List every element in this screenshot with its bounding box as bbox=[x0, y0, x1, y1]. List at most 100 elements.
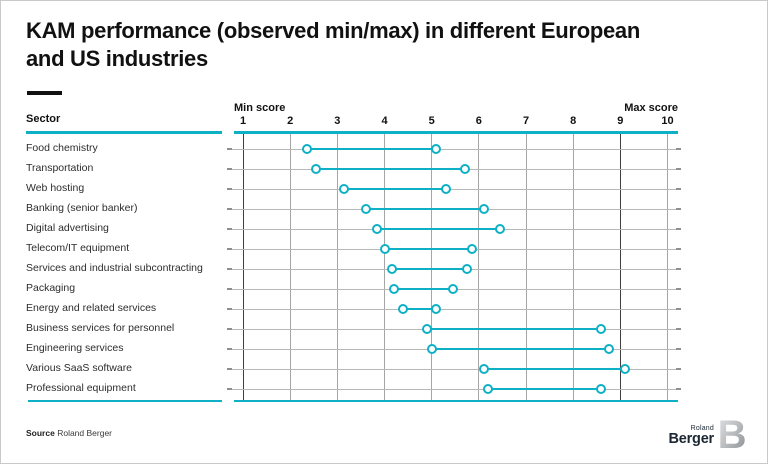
gridline-4 bbox=[384, 133, 385, 400]
min-score-marker bbox=[372, 224, 383, 234]
source-value: Roland Berger bbox=[57, 428, 113, 438]
min-score-marker bbox=[483, 384, 494, 394]
range-line bbox=[344, 187, 446, 191]
sector-label: Web hosting bbox=[26, 182, 85, 194]
x-tick-label-1: 1 bbox=[239, 115, 247, 127]
roland-berger-logo: Roland Berger B bbox=[668, 415, 745, 453]
page-title-line1: KAM performance (observed min/max) in di… bbox=[26, 18, 640, 43]
sector-label: Digital advertising bbox=[26, 222, 109, 234]
row-guide-right-tick bbox=[676, 188, 681, 190]
min-score-marker bbox=[398, 304, 409, 314]
max-score-marker bbox=[440, 184, 451, 194]
sector-label: Services and industrial subcontracting bbox=[26, 262, 203, 274]
gridline-6 bbox=[478, 133, 480, 400]
sector-label: Telecom/IT equipment bbox=[26, 242, 130, 254]
max-score-marker bbox=[596, 384, 607, 394]
range-line bbox=[426, 327, 602, 331]
sector-label: Transportation bbox=[26, 162, 94, 174]
range-line bbox=[377, 227, 501, 231]
row-guide-right-tick bbox=[676, 308, 681, 310]
min-score-marker bbox=[388, 284, 399, 294]
max-score-axis-label: Max score bbox=[624, 102, 678, 114]
range-line bbox=[488, 387, 602, 391]
sector-label: Banking (senior banker) bbox=[26, 202, 138, 214]
max-score-marker bbox=[462, 264, 473, 274]
page-title-line2: and US industries bbox=[26, 46, 208, 71]
gridline-1 bbox=[242, 133, 244, 400]
page-title: KAM performance (observed min/max) in di… bbox=[26, 17, 741, 73]
logo-monogram-icon: B bbox=[719, 415, 745, 453]
row-guide-line bbox=[228, 368, 680, 370]
sector-label: Energy and related services bbox=[26, 302, 157, 314]
title-dash bbox=[27, 91, 62, 95]
x-tick-label-4: 4 bbox=[381, 115, 388, 127]
row-guide-line bbox=[228, 308, 680, 310]
sector-label: Engineering services bbox=[26, 342, 124, 354]
plot-top-rule bbox=[234, 131, 678, 134]
sector-label: Various SaaS software bbox=[26, 362, 133, 374]
min-score-marker bbox=[311, 164, 322, 174]
svg-text:B: B bbox=[719, 415, 745, 453]
row-guide-left-tick bbox=[227, 288, 232, 290]
x-tick-label-2: 2 bbox=[287, 115, 294, 127]
row-guide-right-tick bbox=[676, 348, 681, 350]
max-score-marker bbox=[596, 324, 607, 334]
x-tick-label-8: 8 bbox=[570, 115, 577, 127]
gridline-3 bbox=[336, 133, 338, 400]
row-guide-left-tick bbox=[227, 188, 232, 190]
range-line bbox=[384, 247, 472, 251]
row-guide-right-tick bbox=[676, 388, 681, 390]
x-tick-label-6: 6 bbox=[475, 115, 482, 127]
row-guide-left-tick bbox=[227, 328, 232, 330]
max-score-marker bbox=[620, 364, 631, 374]
row-guide-left-tick bbox=[227, 348, 232, 350]
min-score-marker bbox=[360, 204, 371, 214]
max-score-marker bbox=[447, 284, 458, 294]
logo-wordmark: Roland Berger bbox=[668, 425, 714, 453]
gridline-5 bbox=[431, 133, 433, 400]
x-tick-label-7: 7 bbox=[522, 115, 530, 127]
row-guide-left-tick bbox=[227, 308, 232, 310]
sector-header-rule bbox=[26, 131, 222, 134]
row-guide-left-tick bbox=[227, 268, 232, 270]
min-score-axis-label: Min score bbox=[234, 102, 286, 114]
sector-label: Food chemistry bbox=[26, 142, 98, 154]
row-guide-line bbox=[228, 388, 680, 390]
sector-label: Business services for personnel bbox=[26, 322, 175, 334]
row-guide-right-tick bbox=[676, 148, 681, 150]
min-score-marker bbox=[421, 324, 432, 334]
row-guide-left-tick bbox=[227, 248, 232, 250]
range-line bbox=[316, 167, 465, 171]
min-score-marker bbox=[426, 344, 437, 354]
sector-column-header: Sector bbox=[26, 113, 61, 125]
range-line bbox=[391, 267, 468, 271]
x-tick-label-9: 9 bbox=[617, 115, 624, 127]
row-guide-left-tick bbox=[227, 388, 232, 390]
row-guide-left-tick bbox=[227, 368, 232, 370]
sector-label: Professional equipment bbox=[26, 382, 136, 394]
min-score-marker bbox=[478, 364, 489, 374]
max-score-marker bbox=[495, 224, 506, 234]
row-guide-left-tick bbox=[227, 208, 232, 210]
x-tick-label-5: 5 bbox=[428, 115, 435, 127]
range-line bbox=[306, 147, 437, 151]
range-line bbox=[403, 307, 437, 311]
gridline-7 bbox=[525, 133, 527, 400]
row-guide-right-tick bbox=[676, 288, 681, 290]
gridline-8 bbox=[572, 133, 574, 400]
range-line bbox=[365, 207, 484, 211]
max-score-marker bbox=[603, 344, 614, 354]
source-note: Source Roland Berger bbox=[26, 428, 112, 438]
row-guide-right-tick bbox=[676, 248, 681, 250]
row-guide-left-tick bbox=[227, 148, 232, 150]
sector-label: Packaging bbox=[26, 282, 76, 294]
source-label: Source bbox=[26, 428, 55, 438]
gridline-9 bbox=[619, 133, 621, 400]
row-guide-right-tick bbox=[676, 168, 681, 170]
max-score-marker bbox=[466, 244, 477, 254]
row-guide-right-tick bbox=[676, 208, 681, 210]
range-line bbox=[393, 287, 453, 291]
gridline-10 bbox=[667, 133, 668, 400]
